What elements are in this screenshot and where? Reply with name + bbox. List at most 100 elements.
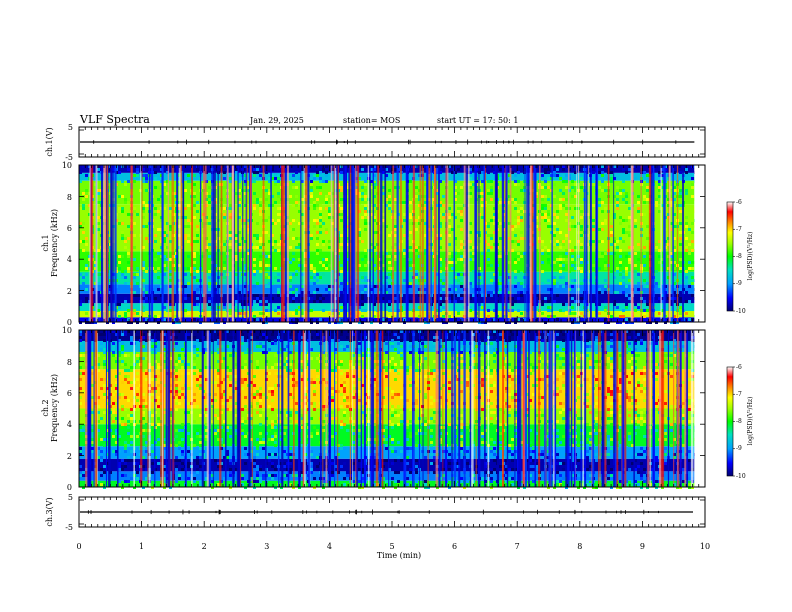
spectrogram-cell	[163, 438, 166, 441]
spectrogram-cell	[97, 219, 100, 222]
spectrogram-cell	[598, 303, 601, 306]
spectrogram-cell	[193, 291, 196, 294]
spectrogram-cell	[253, 300, 256, 303]
spectrogram-cell	[256, 342, 259, 345]
spectrogram-streak	[237, 165, 239, 322]
spectrogram-cell	[382, 276, 385, 279]
spectrogram-cell	[457, 312, 460, 315]
spectrogram-cell	[511, 228, 514, 231]
spectrogram-cell	[274, 267, 277, 270]
spectrogram-cell	[151, 447, 154, 450]
spectrogram-cell	[409, 222, 412, 225]
spectrogram-cell	[469, 177, 472, 180]
spectrogram-cell	[214, 435, 217, 438]
chart-title: VLF Spectra	[79, 113, 150, 126]
spectrogram-cell	[361, 303, 364, 306]
spectrogram-cell	[634, 264, 637, 267]
spectrogram-cell	[268, 234, 271, 237]
spectrogram-cell	[619, 237, 622, 240]
spectrogram-cell	[457, 249, 460, 252]
spectrogram-cell	[271, 435, 274, 438]
spectrogram-cell	[517, 297, 520, 300]
spectrogram-cell	[88, 267, 91, 270]
spectrogram-cell	[394, 234, 397, 237]
spectrogram-cell	[226, 453, 229, 456]
spectrogram-cell	[295, 345, 298, 348]
spectrogram-streak	[567, 165, 570, 322]
spectrogram-cell	[520, 231, 523, 234]
spectrogram-cell	[673, 315, 676, 318]
spectrogram-cell	[346, 216, 349, 219]
spectrogram-cell	[268, 453, 271, 456]
spectrogram-cell	[301, 414, 304, 417]
spectrogram-cell	[94, 261, 97, 264]
spectrogram-cell	[295, 402, 298, 405]
spectrogram-cell	[124, 444, 127, 447]
spectrogram-cell	[457, 273, 460, 276]
spectrogram-cell	[118, 303, 121, 306]
spectrogram-cell	[145, 357, 148, 360]
spectrogram-cell	[424, 288, 427, 291]
spectrogram-cell	[85, 174, 88, 177]
spectrogram-cell	[625, 219, 628, 222]
spectrogram-cell	[193, 363, 196, 366]
spectrogram-cell	[394, 198, 397, 201]
spectrogram-cell	[394, 168, 397, 171]
spectrogram-cell	[469, 222, 472, 225]
spectrogram-streak	[151, 165, 154, 322]
spectrogram-cell	[229, 462, 232, 465]
spectrogram-cell	[568, 312, 571, 315]
spectrogram-cell	[82, 207, 85, 210]
spectrogram-cell	[205, 396, 208, 399]
spectrogram-cell	[616, 306, 619, 309]
spectrogram-cell	[262, 408, 265, 411]
spectrogram-cell	[523, 237, 526, 240]
spectrogram-cell	[238, 195, 241, 198]
spectrogram-cell	[289, 453, 292, 456]
spectrogram-cell	[253, 375, 256, 378]
spectrogram-cell	[448, 213, 451, 216]
spectrogram-cell	[346, 258, 349, 261]
spectrogram-cell	[256, 222, 259, 225]
spectrogram-cell	[361, 252, 364, 255]
spectrogram-streak	[106, 165, 109, 322]
spectrogram-cell	[127, 381, 130, 384]
spectrogram-cell	[547, 186, 550, 189]
spectrogram-cell	[418, 204, 421, 207]
spectrogram-cell	[250, 381, 253, 384]
spectrogram-cell	[223, 303, 226, 306]
spectrogram-cell	[613, 300, 616, 303]
spectrogram-cell	[244, 165, 247, 168]
spectrogram-cell	[388, 285, 391, 288]
spectrogram-cell	[289, 318, 292, 321]
spectrogram-cell	[256, 360, 259, 363]
spectrogram-cell	[217, 417, 220, 420]
spectrogram-cell	[370, 249, 373, 252]
spectrogram-cell	[244, 447, 247, 450]
spectrogram-cell	[292, 291, 295, 294]
spectrogram-cell	[520, 312, 523, 315]
spectrogram-cell	[346, 195, 349, 198]
spectrogram-cell	[418, 216, 421, 219]
spectrogram-cell	[553, 276, 556, 279]
spectrogram-cell	[124, 315, 127, 318]
spectrogram-cell	[115, 375, 118, 378]
spectrogram-cell	[118, 195, 121, 198]
spectrogram-cell	[385, 282, 388, 285]
spectrogram-cell	[235, 459, 238, 462]
spectrogram-cell	[169, 303, 172, 306]
spectrogram-cell	[289, 222, 292, 225]
spectrogram-cell	[118, 483, 121, 486]
spectrogram-cell	[256, 345, 259, 348]
spectrogram-cell	[145, 312, 148, 315]
spectrogram-streak	[204, 165, 207, 322]
spectrogram-cell	[154, 240, 157, 243]
spectrogram-cell	[154, 411, 157, 414]
spectrogram-streak	[530, 165, 534, 322]
spectrogram-cell	[346, 309, 349, 312]
spectrogram-cell	[331, 270, 334, 273]
spectrogram-cell	[283, 363, 286, 366]
spectrogram-cell	[151, 390, 154, 393]
spectrogram-cell	[403, 252, 406, 255]
spectrogram-cell	[112, 345, 115, 348]
